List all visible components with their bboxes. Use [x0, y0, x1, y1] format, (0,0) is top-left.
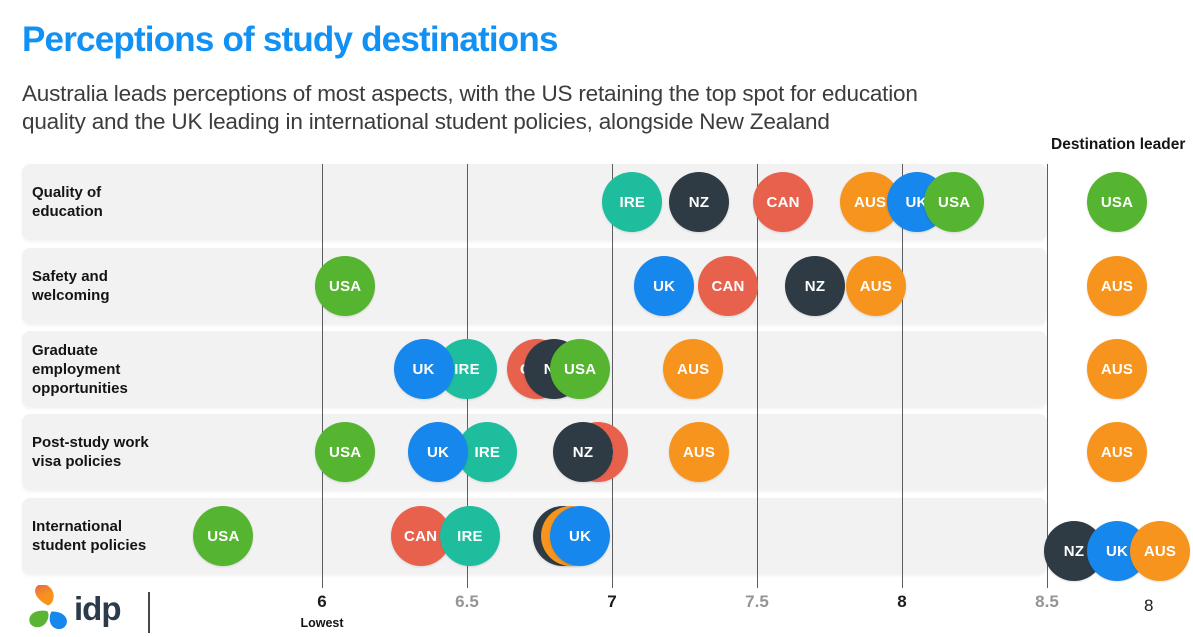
- bubble-can: CAN: [698, 256, 758, 316]
- page-title: Perceptions of study destinations: [22, 20, 558, 59]
- footer-divider: [148, 592, 150, 633]
- bubble-aus: AUS: [845, 256, 906, 316]
- axis-tick-label: 8.5: [1035, 592, 1059, 611]
- axis-gridline: [902, 164, 903, 588]
- axis-tick-label: 7: [607, 592, 617, 611]
- axis-gridline: [322, 164, 323, 588]
- bubble-nz: NZ: [785, 256, 845, 316]
- leader-bubble-aus: AUS: [1087, 256, 1147, 316]
- bubble-ire: IRE: [439, 506, 500, 566]
- leader-bubble-aus: AUS: [1087, 422, 1147, 482]
- row-label: International student policies: [32, 518, 147, 554]
- idp-logo: idp: [26, 584, 146, 634]
- idp-logo-petals-icon: [29, 585, 67, 630]
- axis-tick-label: 6.5: [455, 592, 479, 611]
- axis-gridline: [1047, 164, 1048, 588]
- leader-bubble-aus: AUS: [1087, 339, 1147, 399]
- bubble-can: CAN: [753, 172, 814, 232]
- axis-tick-label: 8: [897, 592, 907, 611]
- bubble-ire: IRE: [602, 172, 663, 232]
- bubble-usa: USA: [315, 422, 376, 482]
- bubble-usa: USA: [550, 339, 611, 399]
- destination-leader-header: Destination leader: [1051, 136, 1186, 153]
- row-band: [22, 414, 1047, 490]
- axis-lowest-annotation: Lowest: [300, 616, 344, 630]
- axis-gridline: [612, 164, 613, 588]
- axis-tick-label: 7.5: [745, 592, 769, 611]
- bubble-usa: USA: [315, 256, 376, 316]
- axis-gridline: [757, 164, 758, 588]
- page-number: 8: [1144, 596, 1154, 615]
- row-label: Quality of education: [32, 184, 103, 220]
- bubble-nz: NZ: [553, 422, 613, 482]
- bubble-uk: UK: [393, 339, 454, 399]
- axis-tick-label: 6: [317, 592, 327, 611]
- leader-bubble-usa: USA: [1087, 172, 1147, 232]
- bubble-uk: UK: [550, 506, 611, 566]
- bubble-aus: AUS: [669, 422, 729, 482]
- row-label: Graduate employment opportunities: [32, 341, 128, 397]
- idp-logo-text: idp: [74, 590, 121, 627]
- bubble-usa: USA: [924, 172, 985, 232]
- bubble-uk: UK: [408, 422, 468, 482]
- row-label: Safety and welcoming: [32, 268, 110, 304]
- leader-bubble-aus: AUS: [1130, 521, 1190, 581]
- bubble-usa: USA: [193, 506, 254, 566]
- bubble-nz: NZ: [669, 172, 729, 232]
- page-subtitle: Australia leads perceptions of most aspe…: [22, 81, 918, 134]
- bubble-aus: AUS: [663, 339, 724, 399]
- row-label: Post-study work visa policies: [32, 434, 149, 470]
- bubble-uk: UK: [634, 256, 695, 316]
